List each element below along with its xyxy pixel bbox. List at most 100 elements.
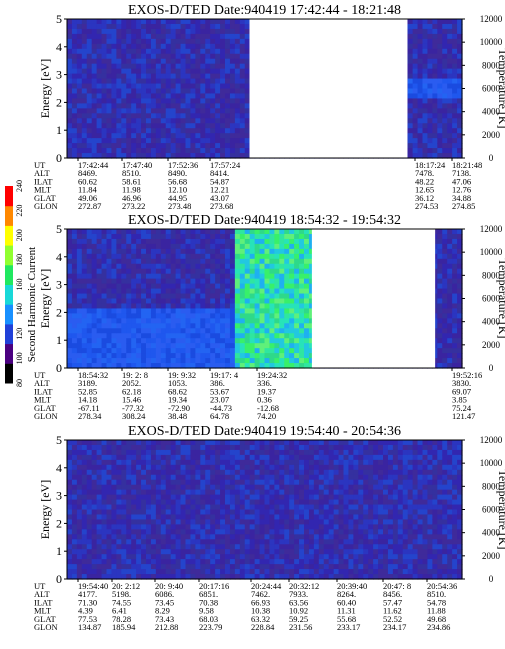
y-tick-label: 2 <box>56 95 62 109</box>
info-cell: 273.22 <box>122 201 145 211</box>
info-cell: 18:54:32 <box>78 370 108 380</box>
info-cell: 11.88 <box>427 606 446 616</box>
info-cell: 121.47 <box>452 411 475 421</box>
info-cell: 8490. <box>168 168 187 178</box>
panel-3: EXOS-D/TED Date:940419 19:54:40 - 20:54:… <box>34 424 505 632</box>
info-cell: 2052. <box>122 378 141 388</box>
info-cell: 12.21 <box>210 185 229 195</box>
y-tick-label: 4 <box>56 250 62 264</box>
info-cell: 273.48 <box>168 201 191 211</box>
y2-tick-label: 10000 <box>480 37 503 47</box>
colorbar-tick-label: 200 <box>15 229 24 241</box>
info-cell: 234.17 <box>383 622 406 632</box>
y2-tick-label: 12000 <box>480 14 503 24</box>
info-cell: 19: 9:32 <box>168 370 196 380</box>
info-cell: 8469. <box>78 168 97 178</box>
info-cell: 66.93 <box>251 597 270 607</box>
y-tick-label: 1 <box>56 123 62 137</box>
info-cell: 134.87 <box>78 622 101 632</box>
info-cell: 19:24:32 <box>257 370 287 380</box>
info-cell: 272.87 <box>78 201 101 211</box>
info-cell: 8414. <box>210 168 229 178</box>
info-row-label: MLT <box>34 395 52 405</box>
info-cell: 49.06 <box>78 193 97 203</box>
info-cell: 5198. <box>112 589 131 599</box>
colorbar-tick-label: 160 <box>15 279 24 291</box>
info-cell: 70.38 <box>199 597 218 607</box>
info-row-label: GLON <box>34 201 58 211</box>
info-cell: 47.06 <box>452 176 471 186</box>
info-cell: 7138. <box>452 168 471 178</box>
info-row-label: ILAT <box>34 176 53 186</box>
y2-tick-label: 0 <box>489 153 494 163</box>
y2-tick-label: 12000 <box>480 435 503 445</box>
y2-tick-label: 8000 <box>482 270 501 280</box>
info-cell: 46.96 <box>122 193 141 203</box>
info-cell: 48.22 <box>415 176 434 186</box>
y2-axis-label: Temperature [K] <box>496 48 505 128</box>
info-row-label: GLAT <box>34 193 57 203</box>
colorbar-swatch <box>5 205 13 226</box>
y-tick-label: 3 <box>56 278 62 292</box>
info-cell: 62.18 <box>122 386 141 396</box>
info-cell: 36.12 <box>415 193 434 203</box>
info-cell: 11.31 <box>337 606 356 616</box>
y2-tick-label: 4000 <box>482 317 501 327</box>
info-cell: 19.37 <box>257 386 276 396</box>
info-cell: 43.07 <box>210 193 229 203</box>
colorbar-tick-label: 100 <box>15 352 24 364</box>
info-row-label: UT <box>34 160 46 170</box>
info-cell: 12.76 <box>452 185 471 195</box>
info-cell: 52.52 <box>383 614 402 624</box>
info-cell: 273.68 <box>210 201 233 211</box>
info-cell: 8456. <box>383 589 402 599</box>
info-row-label: ILAT <box>34 386 53 396</box>
colorbar-tick-label: 240 <box>15 180 24 192</box>
heatmap <box>67 440 463 580</box>
info-cell: 20:32:12 <box>289 581 319 591</box>
info-cell: 19:17: 4 <box>210 370 239 380</box>
info-cell: 8510. <box>122 168 141 178</box>
y-tick-label: 3 <box>56 68 62 82</box>
info-cell: 20: 9:40 <box>155 581 183 591</box>
info-cell: -67.11 <box>78 403 100 413</box>
info-cell: 212.88 <box>155 622 178 632</box>
panel-title: EXOS-D/TED Date:940419 19:54:40 - 20:54:… <box>128 424 401 439</box>
info-cell: 8.29 <box>155 606 170 616</box>
info-cell: 3830. <box>452 378 471 388</box>
info-cell: 68.62 <box>168 386 187 396</box>
y-tick-label: 4 <box>56 40 62 54</box>
info-row-label: GLON <box>34 411 58 421</box>
info-cell: 0.36 <box>257 395 272 405</box>
info-cell: 234.86 <box>427 622 450 632</box>
colorbar-swatch <box>5 264 13 285</box>
info-cell: 6851. <box>199 589 218 599</box>
info-cell: 223.79 <box>199 622 222 632</box>
info-row-label: ALT <box>34 589 51 599</box>
y2-axis-label: Temperature [K] <box>496 469 505 549</box>
info-cell: 71.30 <box>78 597 97 607</box>
info-row-label: GLAT <box>34 403 57 413</box>
info-cell: -72.90 <box>168 403 190 413</box>
colorbar-swatch <box>5 304 13 325</box>
info-cell: 17:42:44 <box>78 160 109 170</box>
y2-tick-label: 6000 <box>482 294 501 304</box>
info-cell: 20:54:36 <box>427 581 457 591</box>
info-cell: 20: 2:12 <box>112 581 140 591</box>
info-row-label: UT <box>34 370 46 380</box>
info-cell: 63.32 <box>251 614 270 624</box>
info-cell: 54.78 <box>427 597 446 607</box>
info-cell: 8510. <box>427 589 446 599</box>
panel-title: EXOS-D/TED Date:940419 17:42:44 - 18:21:… <box>128 3 401 18</box>
y-tick-label: 1 <box>56 333 62 347</box>
colorbar-tick-label: 120 <box>15 328 24 340</box>
y2-tick-label: 10000 <box>480 247 503 257</box>
info-cell: 19:52:16 <box>452 370 482 380</box>
info-cell: 18:17:24 <box>415 160 446 170</box>
y2-tick-label: 2000 <box>482 551 501 561</box>
info-cell: -44.73 <box>210 403 232 413</box>
info-cell: 3.85 <box>452 395 467 405</box>
y2-tick-label: 10000 <box>480 458 503 468</box>
colorbar: 80 100 120 140 160 180 200 220 240 Second Harmoni… <box>5 180 38 387</box>
